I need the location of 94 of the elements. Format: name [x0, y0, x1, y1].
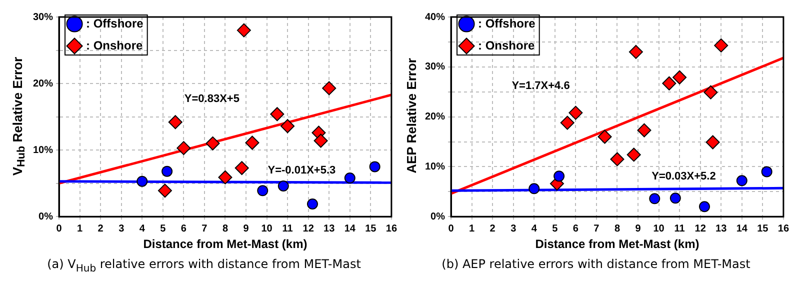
- point: [662, 76, 676, 90]
- point: [176, 141, 191, 156]
- point: [610, 152, 624, 166]
- point: [568, 106, 583, 120]
- x-tick-label: 0: [56, 223, 62, 234]
- point: [162, 166, 173, 177]
- point: [322, 81, 336, 96]
- text: (a) V$_{Hub}$ relative errors with distance from MET-Mast: [46, 256, 362, 276]
- x-tick-label: 14: [344, 223, 356, 234]
- x-tick-label: 1: [469, 223, 476, 234]
- point: [714, 38, 728, 52]
- x-tick-label: 8: [222, 223, 228, 234]
- x-tick-label: 15: [365, 223, 377, 234]
- point: [672, 70, 687, 84]
- x-axis-title: Distance from Met-Mast (km): [143, 237, 308, 252]
- annotation: Y=0.83X+5: [184, 92, 240, 105]
- x-tick-label: 2: [490, 223, 496, 234]
- legend-label: : Offshore: [478, 16, 536, 30]
- y-tick-label: 40%: [425, 12, 446, 23]
- x-tick-label: 15: [757, 223, 769, 234]
- point: [206, 136, 220, 150]
- x-tick-label: 3: [118, 223, 125, 234]
- point: [245, 136, 260, 150]
- point: [704, 85, 718, 100]
- x-tick-label: 4: [139, 223, 146, 234]
- annotation: Y=1.7X+4.6: [512, 80, 570, 92]
- point: [649, 193, 660, 204]
- x-tick-label: 4: [531, 223, 538, 234]
- point: [528, 183, 540, 194]
- point: [280, 119, 295, 134]
- x-tick-label: 7: [202, 223, 208, 234]
- x-tick-label: 16: [386, 223, 398, 234]
- x-tick-label: 5: [160, 223, 166, 234]
- x-tick-label: 0: [448, 223, 454, 234]
- legend-label: : Onshore: [86, 38, 144, 52]
- point: [344, 172, 356, 184]
- annotation: Y=0.03X+5.2: [652, 170, 716, 183]
- point: [314, 134, 328, 148]
- x-tick-label: 13: [716, 223, 728, 234]
- x-tick-label: 11: [282, 223, 294, 234]
- x-axis-title: Distance from Met-Mast (km): [535, 237, 700, 252]
- y-tick-label: 20%: [425, 112, 446, 123]
- point: [218, 170, 232, 184]
- point: [698, 201, 710, 212]
- point: [706, 135, 720, 150]
- point: [670, 192, 681, 204]
- point: [598, 130, 612, 144]
- x-tick-label: 14: [736, 223, 748, 234]
- x-tick-label: 6: [180, 223, 187, 234]
- y-tick-label: 10%: [425, 161, 446, 172]
- x-tick-label: 3: [510, 223, 517, 234]
- point: [136, 176, 148, 187]
- point: [761, 166, 772, 178]
- y-tick-label: 30%: [33, 12, 54, 23]
- point: [257, 185, 268, 196]
- x-tick-label: 1: [77, 223, 84, 234]
- x-tick-label: 11: [674, 223, 686, 234]
- annotation: Y=-0.01X+5.3: [268, 164, 336, 177]
- y-tick-label: 20%: [33, 78, 54, 90]
- x-tick-label: 10: [653, 223, 665, 234]
- legend-label: : Offshore: [86, 16, 144, 30]
- x-tick-label: 2: [98, 223, 104, 234]
- x-tick-label: 10: [261, 223, 273, 234]
- point: [736, 175, 748, 186]
- point: [158, 184, 172, 198]
- x-tick-label: 8: [614, 223, 620, 234]
- x-tick-label: 12: [302, 223, 314, 234]
- point: [234, 161, 249, 176]
- x-tick-label: 9: [635, 223, 642, 234]
- y-tick-label: 30%: [425, 62, 446, 73]
- legend-label: : Onshore: [478, 38, 536, 52]
- x-tick-label: 16: [778, 223, 790, 234]
- x-tick-label: 5: [552, 223, 558, 234]
- point: [637, 123, 652, 138]
- point: [236, 23, 251, 38]
- x-tick-label: 13: [324, 223, 336, 234]
- point: [278, 180, 289, 192]
- x-tick-label: 6: [572, 223, 579, 234]
- point: [369, 161, 380, 172]
- x-tick-label: 12: [694, 223, 706, 234]
- point: [560, 116, 574, 130]
- y-tick-label: 10%: [33, 144, 54, 156]
- point: [168, 115, 182, 130]
- point: [306, 198, 318, 210]
- point: [554, 170, 565, 182]
- x-tick-label: 7: [594, 223, 600, 234]
- y-tick-label: 0%: [430, 211, 446, 222]
- point: [626, 148, 641, 162]
- y-tick-label: 0%: [38, 211, 54, 222]
- point: [270, 107, 284, 122]
- point: [628, 44, 643, 59]
- x-tick-label: 9: [243, 223, 250, 234]
- text: (b) AEP relative errors with distance from MET-Mast: [440, 256, 752, 273]
- y-axis-title: AEP Relative Error: [404, 58, 418, 174]
